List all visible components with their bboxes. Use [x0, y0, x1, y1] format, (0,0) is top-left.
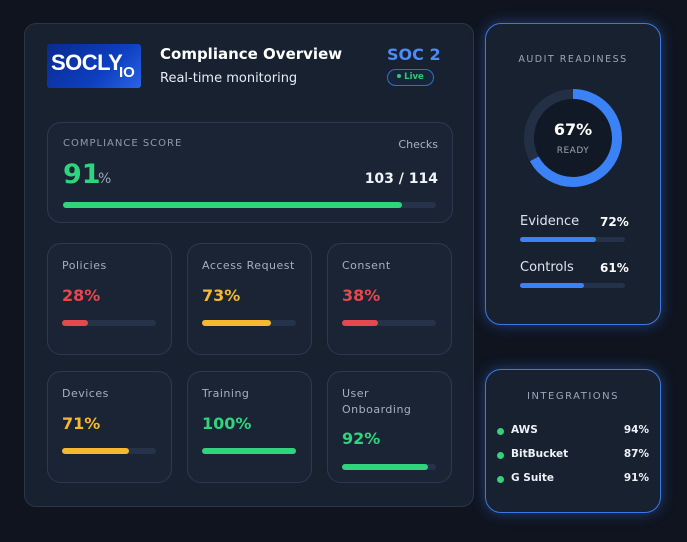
- score-label: COMPLIANCE SCORE: [63, 138, 183, 149]
- access-request-card[interactable]: Access Request 73%: [187, 243, 312, 355]
- card-value: 100%: [202, 414, 252, 433]
- integration-row-gsuite[interactable]: G Suite 91%: [497, 472, 649, 488]
- integration-name: AWS: [511, 424, 538, 436]
- readiness-ring: [524, 89, 622, 187]
- card-progress-fill: [342, 464, 429, 470]
- logo-wordmark: SOCLY: [51, 50, 123, 75]
- integrations-title: INTEGRATIONS: [527, 391, 619, 402]
- live-status-badge: Live: [387, 69, 434, 86]
- controls-progress-track: [520, 283, 625, 288]
- evidence-label: Evidence: [520, 214, 580, 229]
- readiness-status: READY: [556, 146, 590, 156]
- controls-progress-fill: [520, 283, 585, 288]
- framework-label: SOC 2: [387, 45, 441, 64]
- card-progress-track: [62, 320, 156, 326]
- compliance-score-card: COMPLIANCE SCORE Checks 91 % 103 / 114: [47, 122, 453, 223]
- status-dot-icon: [497, 476, 504, 483]
- live-dot-icon: [397, 73, 402, 78]
- checks-label: Checks: [398, 138, 438, 151]
- ring-center: [529, 94, 617, 182]
- integration-name: BitBucket: [511, 448, 569, 460]
- card-label: User Onboarding: [342, 387, 412, 416]
- integrations-card: INTEGRATIONS AWS 94% BitBucket 87% G Sui…: [485, 369, 661, 513]
- controls-label: Controls: [520, 260, 574, 275]
- card-value: 73%: [202, 286, 241, 305]
- controls-value: 61%: [600, 261, 629, 275]
- live-status-text: Live: [404, 72, 424, 82]
- card-value: 71%: [62, 414, 101, 433]
- card-progress-track: [202, 448, 296, 454]
- evidence-value: 72%: [600, 215, 629, 229]
- score-progress-track: [63, 202, 436, 208]
- user-onboarding-card[interactable]: User Onboarding 92%: [327, 371, 452, 483]
- score-progress-fill: [63, 202, 403, 208]
- audit-title: AUDIT READINESS: [518, 54, 628, 65]
- ring-progress-arc: [524, 89, 622, 187]
- score-value: 91: [63, 159, 101, 190]
- status-dot-icon: [497, 428, 504, 435]
- card-progress-track: [62, 448, 156, 454]
- training-card[interactable]: Training 100%: [187, 371, 312, 483]
- card-progress-fill: [202, 320, 271, 326]
- evidence-progress-fill: [520, 237, 596, 242]
- card-label: Devices: [62, 387, 109, 400]
- page-title: Compliance Overview: [160, 45, 343, 63]
- integration-name: G Suite: [511, 472, 555, 484]
- card-progress-track: [342, 320, 436, 326]
- integration-row-aws[interactable]: AWS 94%: [497, 424, 649, 440]
- card-progress-fill: [342, 320, 378, 326]
- card-progress-fill: [62, 320, 89, 326]
- card-label: Training: [202, 387, 250, 400]
- card-value: 38%: [342, 286, 381, 305]
- audit-readiness-card: AUDIT READINESS 67% READY Evidence 72% C…: [485, 23, 661, 325]
- card-label: Consent: [342, 259, 391, 272]
- card-label: Access Request: [202, 259, 295, 272]
- evidence-progress-track: [520, 237, 625, 242]
- card-label: Policies: [62, 259, 107, 272]
- readiness-percent: 67%: [553, 120, 593, 139]
- card-progress-fill: [62, 448, 129, 454]
- card-progress-track: [202, 320, 296, 326]
- integration-row-bitbucket[interactable]: BitBucket 87%: [497, 448, 649, 464]
- checks-count: 103 / 114: [364, 171, 438, 187]
- integration-value: 94%: [623, 424, 649, 436]
- score-unit: %: [98, 171, 112, 187]
- socly-logo: SOCLY IO: [47, 44, 141, 88]
- card-progress-track: [342, 464, 436, 470]
- logo-suffix: IO: [119, 64, 135, 81]
- compliance-panel: SOCLY IO Compliance Overview Real-time m…: [24, 23, 474, 507]
- devices-card[interactable]: Devices 71%: [47, 371, 172, 483]
- card-value: 28%: [62, 286, 101, 305]
- consent-card[interactable]: Consent 38%: [327, 243, 452, 355]
- status-dot-icon: [497, 452, 504, 459]
- policies-card[interactable]: Policies 28%: [47, 243, 172, 355]
- page-subtitle: Real-time monitoring: [160, 71, 298, 86]
- card-value: 92%: [342, 429, 381, 448]
- integration-value: 91%: [623, 472, 649, 484]
- card-progress-fill: [202, 448, 296, 454]
- integration-value: 87%: [623, 448, 649, 460]
